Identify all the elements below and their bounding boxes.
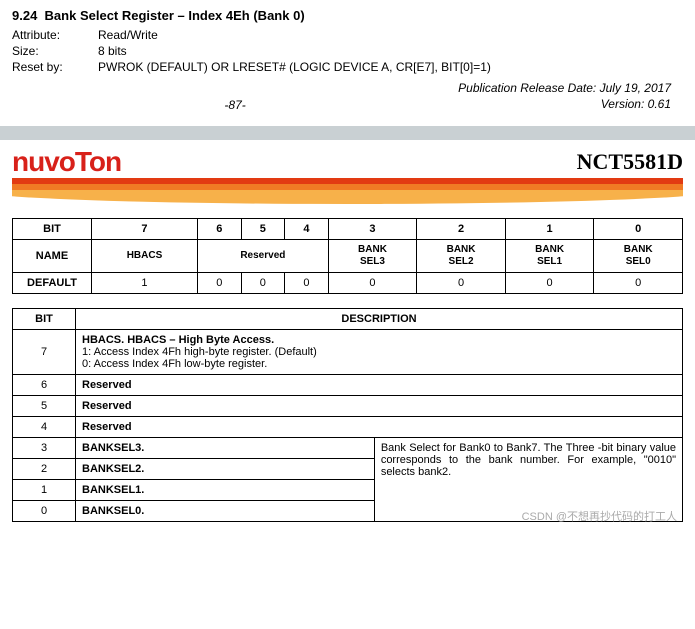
description-table: BIT DESCRIPTION 7 HBACS. HBACS – High By… — [12, 308, 683, 522]
bit-header: BIT — [13, 219, 92, 240]
default-cell: 0 — [594, 273, 683, 294]
description-header: DESCRIPTION — [76, 309, 683, 330]
desc-bit: 2 — [13, 459, 76, 480]
pub-date-label: Publication Release Date: — [458, 81, 596, 95]
attribute-value: Read/Write — [98, 27, 497, 43]
desc-text: BANKSEL3. — [76, 438, 375, 459]
desc-text: Reserved — [76, 417, 683, 438]
desc-text: BANKSEL0. — [76, 501, 375, 522]
default-cell: 0 — [197, 273, 241, 294]
name-cell: BANKSEL1 — [505, 240, 594, 273]
desc-text: BANKSEL1. — [76, 480, 375, 501]
desc-text: BANKSEL2. — [76, 459, 375, 480]
bits-table: BIT 7 6 5 4 3 2 1 0 NAME HBACS Reserved … — [12, 218, 683, 294]
table-row: 4 Reserved — [13, 417, 683, 438]
desc-bit: 0 — [13, 501, 76, 522]
size-label: Size: — [12, 43, 98, 59]
name-header: NAME — [13, 240, 92, 273]
bit-col: 6 — [197, 219, 241, 240]
bit-col: 3 — [328, 219, 417, 240]
nuvoton-logo: nuvoTon — [12, 146, 121, 178]
page-number: -87- — [12, 98, 458, 112]
pub-date: July 19, 2017 — [600, 81, 671, 95]
name-cell: HBACS — [92, 240, 198, 273]
bit-col: 4 — [285, 219, 329, 240]
section-title: 9.24 Bank Select Register – Index 4Eh (B… — [12, 8, 683, 23]
page-gap — [0, 126, 695, 140]
reset-value: PWROK (DEFAULT) OR LRESET# (LOGIC DEVICE… — [98, 59, 497, 75]
attribute-table: Attribute: Read/Write Size: 8 bits Reset… — [12, 27, 497, 75]
part-number: NCT5581D — [577, 149, 683, 175]
default-cell: 0 — [328, 273, 417, 294]
table-row: 5 Reserved — [13, 396, 683, 417]
desc-text: HBACS. HBACS – High Byte Access. 1: Acce… — [76, 330, 683, 375]
name-cell: Reserved — [197, 240, 328, 273]
desc-bit: 4 — [13, 417, 76, 438]
default-cell: 0 — [505, 273, 594, 294]
bit-col: 7 — [92, 219, 198, 240]
desc-bit: 6 — [13, 375, 76, 396]
desc-bit: 5 — [13, 396, 76, 417]
bit-header: BIT — [13, 309, 76, 330]
attribute-label: Attribute: — [12, 27, 98, 43]
version-label: Version: — [601, 97, 645, 111]
default-cell: 0 — [285, 273, 329, 294]
desc-bit: 7 — [13, 330, 76, 375]
size-value: 8 bits — [98, 43, 497, 59]
section-number: 9.24 — [12, 8, 37, 23]
default-cell: 0 — [417, 273, 506, 294]
table-row: 3 BANKSEL3. Bank Select for Bank0 to Ban… — [13, 438, 683, 459]
default-cell: 0 — [241, 273, 285, 294]
table-row: 6 Reserved — [13, 375, 683, 396]
table-row: BIT DESCRIPTION — [13, 309, 683, 330]
version-value: 0.61 — [648, 97, 671, 111]
name-cell: BANKSEL3 — [328, 240, 417, 273]
header-swoosh — [12, 178, 683, 206]
default-cell: 1 — [92, 273, 198, 294]
desc-text: Reserved — [76, 396, 683, 417]
bit-col: 5 — [241, 219, 285, 240]
table-row: DEFAULT 1 0 0 0 0 0 0 0 — [13, 273, 683, 294]
table-row: BIT 7 6 5 4 3 2 1 0 — [13, 219, 683, 240]
name-cell: BANKSEL2 — [417, 240, 506, 273]
bit-col: 0 — [594, 219, 683, 240]
desc-bit: 1 — [13, 480, 76, 501]
default-header: DEFAULT — [13, 273, 92, 294]
table-row: 7 HBACS. HBACS – High Byte Access. 1: Ac… — [13, 330, 683, 375]
section-title-text: Bank Select Register – Index 4Eh (Bank 0… — [45, 8, 305, 23]
desc-text: Reserved — [76, 375, 683, 396]
publication-info: Publication Release Date: July 19, 2017 … — [458, 81, 683, 112]
bit-col: 1 — [505, 219, 594, 240]
reset-label: Reset by: — [12, 59, 98, 75]
banksel-description: Bank Select for Bank0 to Bank7. The Thre… — [374, 438, 682, 522]
desc-bit: 3 — [13, 438, 76, 459]
name-cell: BANKSEL0 — [594, 240, 683, 273]
table-row: NAME HBACS Reserved BANKSEL3 BANKSEL2 BA… — [13, 240, 683, 273]
bit-col: 2 — [417, 219, 506, 240]
